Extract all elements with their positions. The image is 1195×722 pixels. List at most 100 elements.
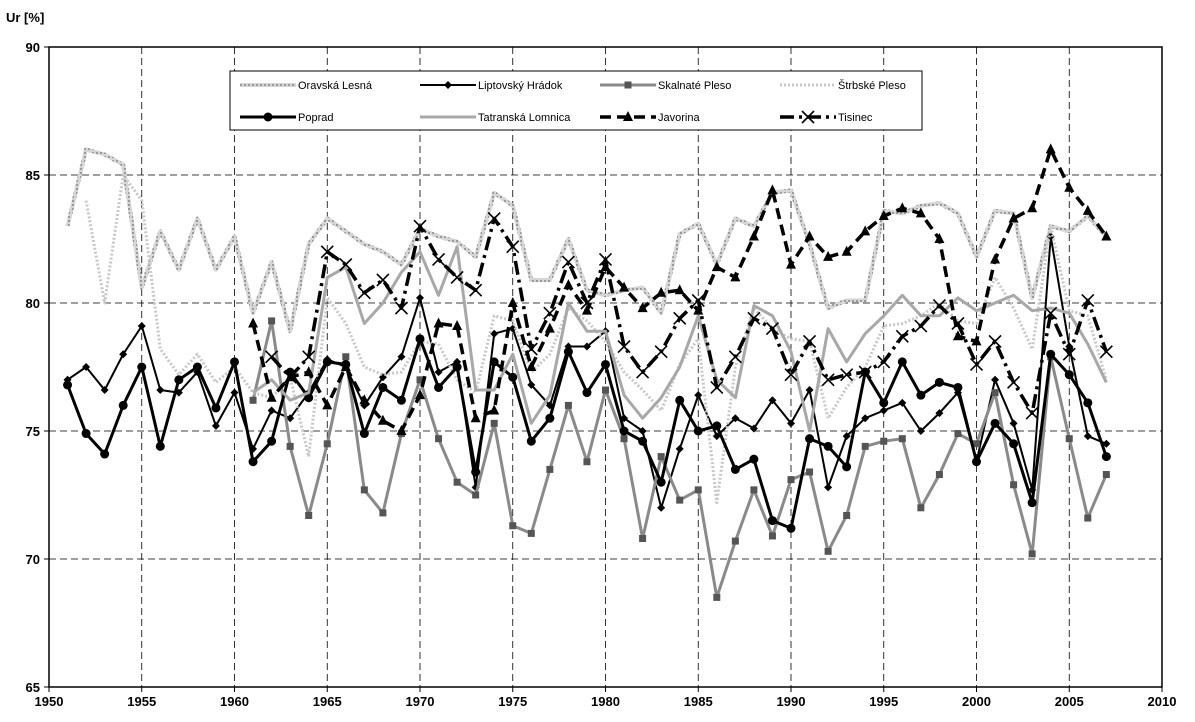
data-point-square bbox=[268, 317, 276, 325]
data-point-diamond bbox=[444, 81, 452, 89]
data-point-circle bbox=[767, 516, 777, 526]
data-point-x bbox=[543, 306, 557, 320]
data-point-circle bbox=[693, 426, 703, 436]
data-point-square bbox=[787, 476, 795, 484]
data-point-circle bbox=[63, 380, 73, 390]
data-point-diamond bbox=[694, 391, 703, 400]
data-point-x bbox=[858, 365, 872, 379]
data-point-triangle bbox=[711, 261, 722, 272]
series-line bbox=[251, 147, 1108, 433]
data-point-triangle bbox=[971, 335, 982, 346]
data-point-circle bbox=[1009, 439, 1019, 449]
data-point-triangle bbox=[767, 184, 778, 195]
data-point-triangle bbox=[1008, 212, 1019, 223]
data-point-x bbox=[1044, 306, 1058, 320]
data-point-circle bbox=[192, 362, 202, 372]
data-point-triangle bbox=[637, 302, 648, 313]
data-point-x bbox=[413, 219, 427, 233]
data-point-circle bbox=[656, 477, 666, 487]
data-point-triangle bbox=[1027, 202, 1038, 213]
data-point-circle bbox=[953, 382, 963, 392]
data-point-x bbox=[877, 355, 891, 369]
data-point-x bbox=[802, 334, 817, 348]
legend-entry: Liptovský Hrádok bbox=[420, 80, 563, 92]
data-point-x bbox=[821, 373, 835, 387]
data-point-triangle bbox=[581, 304, 592, 315]
data-point-square bbox=[806, 468, 814, 476]
data-point-triangle bbox=[674, 284, 685, 295]
data-point-square bbox=[824, 547, 832, 555]
data-point-x bbox=[1025, 406, 1039, 420]
data-point-square bbox=[657, 453, 665, 461]
data-point-triangle bbox=[396, 425, 407, 435]
data-point-diamond bbox=[935, 409, 944, 418]
data-point-triangle bbox=[934, 233, 945, 243]
data-point-circle bbox=[805, 434, 815, 444]
data-point-square bbox=[509, 522, 517, 530]
data-point-circle bbox=[304, 393, 314, 403]
series-layer bbox=[63, 143, 1113, 601]
data-point-diamond bbox=[100, 386, 109, 395]
x-tick-label: 1985 bbox=[684, 694, 713, 709]
data-point-square bbox=[286, 442, 294, 450]
data-point-x bbox=[302, 350, 316, 364]
data-point-x bbox=[932, 298, 946, 313]
data-point-x bbox=[469, 283, 483, 297]
data-point-circle bbox=[879, 398, 889, 408]
series-group bbox=[249, 317, 1110, 601]
data-point-x bbox=[969, 357, 984, 372]
data-point-x bbox=[951, 316, 965, 331]
data-point-circle bbox=[322, 357, 332, 367]
data-point-diamond bbox=[731, 414, 740, 423]
legend-label: Poprad bbox=[298, 112, 333, 124]
data-point-triangle bbox=[470, 412, 481, 423]
series-group bbox=[248, 143, 1112, 435]
data-point-square bbox=[750, 486, 758, 494]
data-point-triangle bbox=[248, 317, 259, 328]
data-point-triangle bbox=[786, 258, 796, 269]
data-point-diamond bbox=[397, 352, 406, 361]
y-tick-label: 80 bbox=[26, 296, 40, 311]
data-point-circle bbox=[563, 347, 573, 357]
series-line bbox=[252, 245, 1108, 433]
data-point-square bbox=[360, 486, 368, 494]
data-point-square bbox=[861, 442, 869, 450]
data-point-circle bbox=[452, 362, 462, 372]
data-point-circle bbox=[118, 400, 128, 410]
data-point-x bbox=[487, 211, 501, 226]
data-point-square bbox=[880, 437, 888, 445]
data-point-diamond bbox=[490, 329, 499, 338]
legend-entry: Tatranská Lomnica bbox=[420, 112, 571, 124]
legend-label: Tatranská Lomnica bbox=[478, 112, 571, 124]
data-point-x bbox=[691, 293, 705, 308]
data-point-circle bbox=[415, 334, 425, 344]
data-point-circle bbox=[749, 454, 759, 464]
data-point-triangle bbox=[878, 209, 889, 220]
data-point-circle bbox=[489, 357, 499, 367]
legend-label: Štrbské Pleso bbox=[838, 79, 906, 92]
series-group bbox=[252, 245, 1108, 433]
data-point-triangle bbox=[1045, 143, 1056, 154]
data-point-triangle bbox=[489, 404, 500, 415]
data-point-x bbox=[1007, 375, 1021, 389]
data-point-diamond bbox=[508, 324, 517, 333]
data-point-diamond bbox=[879, 406, 888, 415]
data-point-square bbox=[731, 537, 739, 545]
data-point-circle bbox=[1027, 498, 1037, 508]
data-point-triangle bbox=[359, 394, 370, 405]
data-point-square bbox=[639, 535, 647, 543]
data-point-triangle bbox=[340, 361, 351, 371]
x-tick-label: 1995 bbox=[869, 694, 898, 709]
data-point-x bbox=[450, 270, 464, 284]
data-point-diamond bbox=[267, 406, 276, 415]
y-tick-label: 85 bbox=[26, 168, 40, 183]
data-point-square bbox=[954, 430, 962, 438]
data-point-square bbox=[624, 81, 632, 89]
data-point-square bbox=[694, 486, 702, 494]
data-point-square bbox=[527, 529, 535, 537]
x-tick-label: 1970 bbox=[406, 694, 435, 709]
data-point-x bbox=[320, 245, 334, 259]
data-point-diamond bbox=[898, 398, 907, 407]
data-point-x bbox=[1081, 293, 1095, 308]
data-point-diamond bbox=[1083, 432, 1092, 441]
